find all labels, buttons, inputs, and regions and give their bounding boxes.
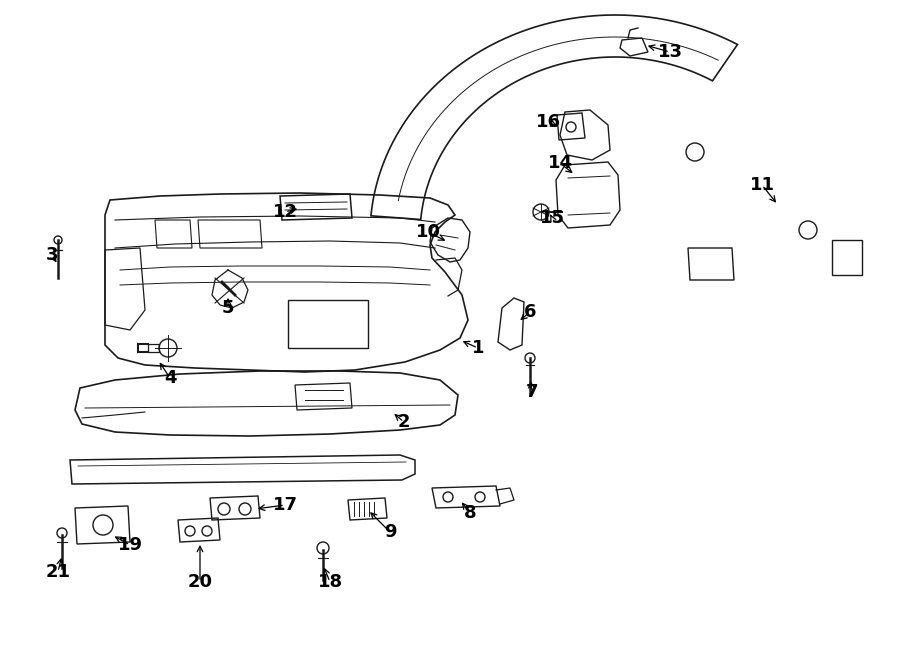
Text: 1: 1 [472, 339, 484, 357]
Text: 7: 7 [526, 383, 538, 401]
Text: 10: 10 [416, 223, 440, 241]
Text: 18: 18 [318, 573, 343, 591]
Text: 21: 21 [46, 563, 70, 581]
Text: 2: 2 [398, 413, 410, 431]
Text: 20: 20 [187, 573, 212, 591]
Text: 16: 16 [536, 113, 561, 131]
Text: 12: 12 [273, 203, 298, 221]
Text: 8: 8 [464, 504, 476, 522]
Text: 15: 15 [539, 209, 564, 227]
Text: 14: 14 [547, 154, 572, 172]
Text: 5: 5 [221, 299, 234, 317]
Text: 4: 4 [164, 369, 176, 387]
Text: 6: 6 [524, 303, 536, 321]
Text: 13: 13 [658, 43, 682, 61]
Text: 11: 11 [750, 176, 775, 194]
Text: 9: 9 [383, 523, 396, 541]
Text: 3: 3 [46, 246, 58, 264]
Text: 19: 19 [118, 536, 142, 554]
Text: 17: 17 [273, 496, 298, 514]
